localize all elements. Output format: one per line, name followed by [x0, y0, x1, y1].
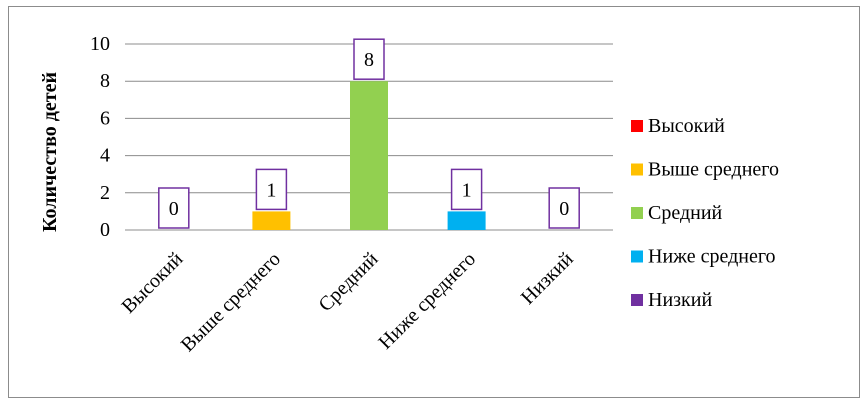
y-tick-label: 6 — [100, 107, 110, 129]
data-label-box — [548, 187, 580, 229]
legend-swatch — [631, 120, 643, 132]
chart-frame — [8, 6, 860, 398]
y-tick-label: 2 — [100, 182, 110, 204]
data-label: 1 — [266, 179, 276, 201]
legend-label: Высокий — [648, 115, 725, 137]
bar — [350, 81, 388, 230]
data-label: 0 — [169, 198, 179, 220]
y-tick-label: 10 — [90, 33, 110, 55]
legend-swatch — [631, 250, 643, 263]
x-category-label: Ниже среднего — [374, 248, 480, 354]
y-axis-title: Количество детей — [39, 72, 61, 232]
data-label: 0 — [559, 198, 569, 220]
legend-swatch — [631, 294, 643, 306]
x-category-label: Высокий — [117, 248, 187, 318]
legend-label: Ниже среднего — [648, 246, 776, 268]
x-category-label: Выше среднего — [177, 248, 285, 356]
y-axis-ticks: 0 2 4 6 8 10 — [90, 33, 110, 241]
y-tick-label: 8 — [100, 70, 110, 92]
x-category-label: Средний — [314, 248, 382, 316]
data-label-box — [255, 168, 288, 211]
data-label-box — [158, 187, 190, 229]
y-tick-label: 4 — [100, 145, 110, 167]
data-label-box — [450, 168, 483, 211]
data-label-box — [353, 38, 385, 80]
data-label: 1 — [462, 179, 472, 201]
bar — [447, 211, 486, 230]
legend-swatch — [631, 207, 643, 219]
legend-label: Выше среднего — [648, 159, 779, 181]
x-category-label: Низкий — [517, 248, 578, 309]
data-labels: 0 1 8 1 0 — [158, 38, 580, 229]
legend-label: Средний — [648, 202, 723, 224]
legend: Высокий Выше среднего Средний Ниже среднего… — [631, 115, 779, 311]
bar — [252, 211, 291, 230]
legend-swatch — [631, 163, 643, 176]
legend-label: Низкий — [648, 289, 712, 311]
y-tick-label: 0 — [100, 219, 110, 241]
data-label: 8 — [364, 49, 374, 71]
bars — [252, 81, 486, 230]
